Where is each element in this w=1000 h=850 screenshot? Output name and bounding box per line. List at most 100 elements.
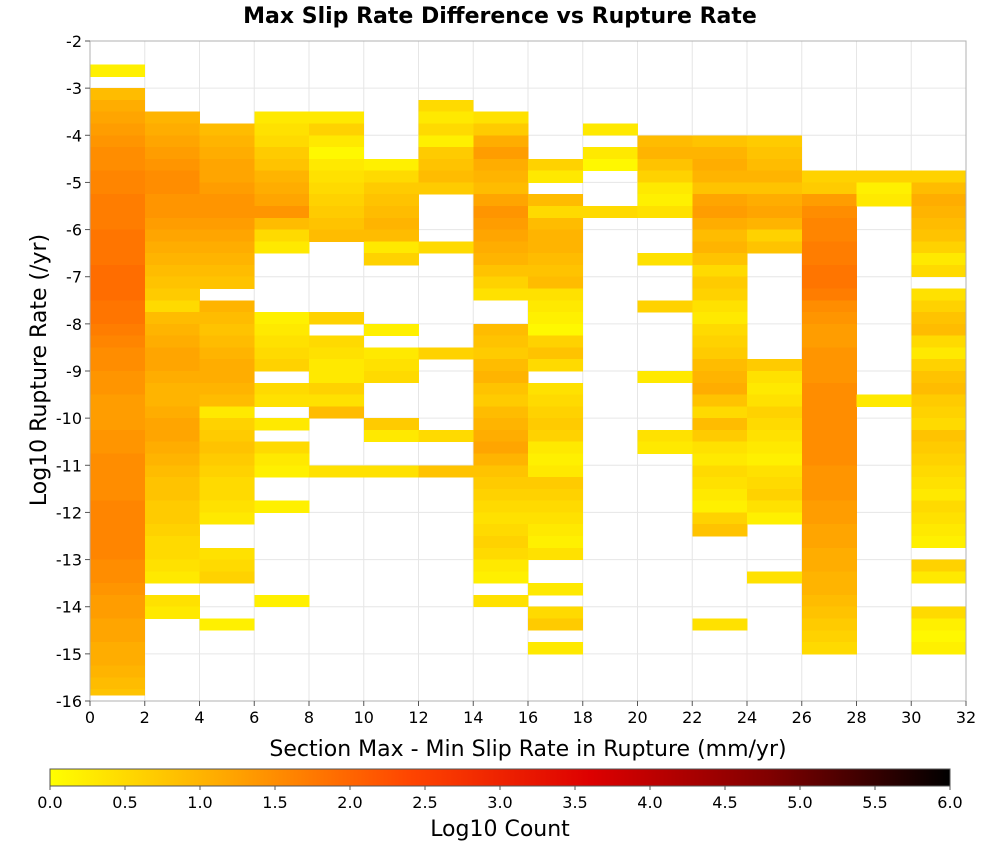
heatmap-cell	[801, 500, 857, 513]
heatmap-cell	[747, 382, 803, 395]
heatmap-cell	[418, 147, 474, 160]
heatmap-cell	[528, 288, 584, 301]
heatmap-cell	[801, 441, 857, 454]
heatmap-cell	[309, 359, 365, 372]
heatmap-cell	[473, 217, 529, 230]
heatmap-cell	[911, 453, 967, 466]
heatmap-cell	[199, 276, 255, 289]
heatmap-cell	[637, 147, 693, 160]
heatmap-cell	[801, 477, 857, 490]
heatmap-cell	[254, 359, 310, 372]
heatmap-cell	[473, 264, 529, 278]
heatmap-cell	[90, 99, 146, 113]
heatmap-cell	[90, 618, 146, 631]
heatmap-cell	[801, 559, 857, 572]
heatmap-cell	[528, 217, 584, 230]
heatmap-cell	[801, 406, 857, 419]
colorbar-tick-label: 0.5	[112, 793, 137, 812]
heatmap-cell	[911, 512, 967, 525]
colorbar-tick-label: 5.0	[787, 793, 812, 812]
heatmap-cell	[199, 618, 255, 631]
heatmap-cell	[90, 276, 146, 289]
heatmap-cell	[473, 418, 529, 431]
heatmap-cell	[747, 453, 803, 466]
heatmap-cell	[199, 170, 255, 183]
heatmap-cell	[309, 347, 365, 360]
x-tick-label: 28	[846, 708, 866, 727]
heatmap-cell	[144, 382, 200, 395]
heatmap-cell	[309, 229, 365, 242]
colorbar-tick-label: 1.5	[262, 793, 287, 812]
heatmap-cell	[199, 158, 255, 172]
heatmap-cell	[747, 429, 803, 443]
heatmap-cell	[692, 406, 748, 419]
heatmap-cell	[637, 194, 693, 207]
heatmap-cell	[528, 547, 584, 560]
heatmap-cell	[144, 453, 200, 466]
heatmap-cell	[747, 418, 803, 431]
x-tick-label: 32	[956, 708, 976, 727]
heatmap-cell	[473, 429, 529, 443]
colorbar-tick-label: 6.0	[937, 793, 962, 812]
heatmap-cell	[418, 347, 474, 360]
heatmap-cell	[199, 217, 255, 230]
y-tick-label: -6	[66, 221, 82, 240]
heatmap-cell	[528, 512, 584, 525]
heatmap-cell	[801, 547, 857, 560]
heatmap-cell	[528, 229, 584, 242]
heatmap-cell	[90, 653, 146, 667]
heatmap-cell	[144, 194, 200, 207]
heatmap-cell	[309, 170, 365, 183]
heatmap-cell	[418, 429, 474, 443]
heatmap-cell	[911, 642, 967, 655]
heatmap-cell	[473, 229, 529, 242]
heatmap-cell	[90, 217, 146, 230]
heatmap-cell	[199, 571, 255, 584]
heatmap-cell	[747, 465, 803, 478]
y-tick-label: -3	[66, 79, 82, 98]
heatmap-cell	[90, 135, 146, 148]
x-tick-label: 6	[249, 708, 259, 727]
heatmap-cell	[90, 594, 146, 608]
heatmap-cell	[144, 394, 200, 407]
colorbar-tick-label: 2.5	[412, 793, 437, 812]
heatmap-cell	[254, 147, 310, 160]
heatmap-cell	[90, 170, 146, 183]
y-axis-label: Log10 Rupture Rate (/yr)	[27, 234, 52, 506]
heatmap-cell	[637, 300, 693, 313]
heatmap-cell	[144, 429, 200, 443]
heatmap-cell	[473, 547, 529, 560]
heatmap-cell	[254, 418, 310, 431]
heatmap-cell	[528, 406, 584, 419]
heatmap-cell	[856, 394, 912, 407]
heatmap-cell	[90, 606, 146, 619]
heatmap-cell	[473, 276, 529, 289]
y-tick-label: -14	[56, 598, 82, 617]
heatmap-cell	[144, 465, 200, 478]
heatmap-cell	[144, 253, 200, 266]
heatmap-cell	[363, 418, 419, 431]
heatmap-cell	[801, 642, 857, 655]
colorbar-ticks: 0.0 0.5 1.0 1.5 2.0 2.5 3.0 3.5 4.0 4.5 5.0 5.5 6.0	[37, 786, 963, 812]
y-tick-label: -12	[56, 503, 82, 522]
heatmap-cell	[692, 135, 748, 148]
heatmap-cell	[747, 158, 803, 172]
heatmap-cell	[801, 323, 857, 337]
heatmap-cell	[418, 99, 474, 113]
heatmap-cell	[473, 571, 529, 584]
heatmap-cell	[144, 406, 200, 419]
heatmap-cell	[90, 642, 146, 655]
heatmap-cell	[473, 394, 529, 407]
heatmap-cell	[254, 500, 310, 513]
heatmap-cell	[801, 394, 857, 407]
heatmap-cell	[692, 194, 748, 207]
heatmap-cell	[582, 147, 638, 160]
heatmap-cell	[418, 182, 474, 195]
heatmap-cell	[801, 300, 857, 313]
heatmap-cell	[90, 88, 146, 101]
heatmap-cell	[90, 406, 146, 419]
heatmap-cell	[801, 276, 857, 289]
x-axis-label: Section Max - Min Slip Rate in Rupture (…	[269, 737, 786, 762]
heatmap-cell	[637, 182, 693, 195]
x-tick-label: 22	[682, 708, 702, 727]
